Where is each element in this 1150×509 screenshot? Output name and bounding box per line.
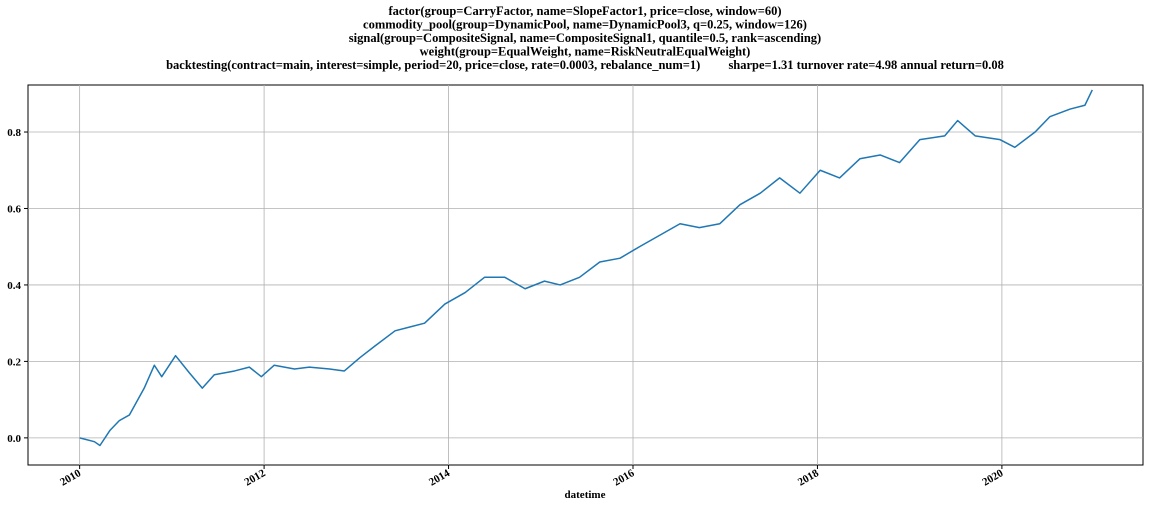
y-tick-label: 0.4 xyxy=(7,280,21,292)
chart-title: backtesting(contract=main, interest=simp… xyxy=(166,58,1004,72)
x-axis-label: datetime xyxy=(565,489,606,501)
chart-title: weight(group=EqualWeight, name=RiskNeutr… xyxy=(420,45,751,59)
line-series xyxy=(79,89,1093,447)
x-tick-label: 2012 xyxy=(243,467,268,489)
y-tick-label: 0.6 xyxy=(7,203,21,215)
chart-title: signal(group=CompositeSignal, name=Compo… xyxy=(349,31,821,45)
x-tick-label: 2010 xyxy=(58,467,83,489)
x-tick-label: 2018 xyxy=(796,467,821,489)
chart-title: factor(group=CarryFactor, name=SlopeFact… xyxy=(389,4,782,18)
y-tick-label: 0.0 xyxy=(7,433,21,445)
y-tick-label: 0.2 xyxy=(7,356,21,368)
x-tick-label: 2014 xyxy=(427,467,452,489)
x-tick-label: 2016 xyxy=(611,467,636,489)
chart-title: commodity_pool(group=DynamicPool, name=D… xyxy=(363,18,807,32)
plot-frame xyxy=(27,84,1144,466)
x-tick-label: 2020 xyxy=(980,467,1005,489)
y-tick-label: 0.8 xyxy=(7,127,21,139)
